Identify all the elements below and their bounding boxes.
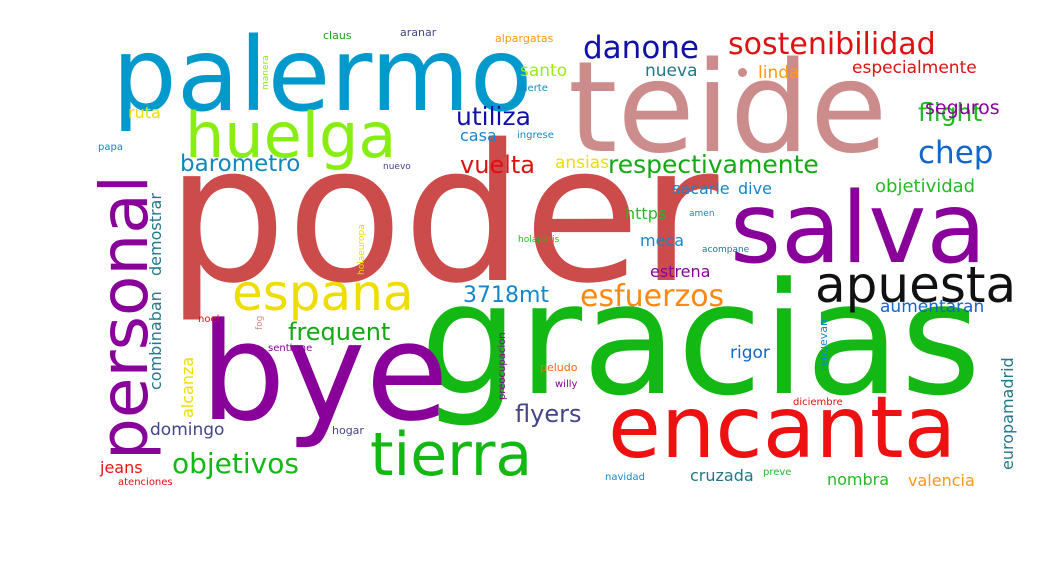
word: holaparis: [518, 235, 560, 245]
word: frequent: [288, 318, 391, 346]
word: sostenibilidad: [728, 27, 936, 62]
word: sacarle: [672, 179, 730, 198]
word: manera: [261, 55, 271, 90]
word: encanta: [608, 378, 957, 478]
word: willy: [555, 379, 578, 390]
word: apuesta: [815, 256, 1017, 314]
word: chep: [918, 135, 994, 171]
word: hogar: [332, 424, 364, 437]
word: nombra: [827, 470, 890, 489]
word: amen: [689, 209, 715, 219]
word: claus: [323, 29, 352, 42]
word: vuelta: [460, 151, 535, 179]
word: fog: [255, 315, 265, 330]
word: salva: [730, 172, 987, 286]
word: barometro: [180, 151, 301, 177]
word: santo: [520, 61, 568, 81]
word: domingo: [150, 420, 225, 440]
word: respectivamente: [608, 150, 819, 179]
word: huelga: [185, 99, 397, 172]
word: tierra: [370, 420, 533, 490]
word: seguros: [925, 97, 1000, 119]
word: espana: [232, 264, 414, 322]
word: papa: [98, 142, 123, 153]
word: combinaban: [146, 291, 165, 390]
word: diciembre: [793, 397, 843, 408]
word: valencia: [908, 471, 975, 490]
word: jeans: [100, 458, 143, 477]
word: preocupacion: [497, 332, 508, 400]
word: nuevo: [383, 162, 411, 172]
word: noel: [198, 314, 220, 325]
word: aranar: [400, 26, 437, 39]
word: estrena: [650, 262, 711, 281]
word: suerte: [516, 83, 548, 94]
word: especialmente: [852, 58, 977, 78]
word: esfuerzos: [580, 279, 725, 314]
word: holaeuropa: [357, 224, 367, 275]
word: dive: [738, 179, 772, 198]
word: sentirme: [268, 343, 313, 354]
word: danone: [583, 30, 700, 66]
word: flyers: [515, 400, 582, 428]
word: flight: [918, 98, 983, 127]
word: preve: [763, 467, 792, 478]
word: palermo: [112, 16, 533, 135]
word: https: [625, 204, 667, 223]
word: atenciones: [118, 477, 173, 488]
dot-mark: [738, 68, 747, 77]
word: 3718mt: [463, 283, 550, 308]
word: peludo: [540, 361, 578, 374]
word: navidad: [605, 472, 645, 483]
word: rigor: [730, 343, 770, 363]
word: casa: [460, 126, 497, 145]
word: ruta: [128, 103, 161, 122]
word: cruzada: [690, 466, 754, 485]
word: aumentaran: [880, 297, 985, 317]
word: ansias: [555, 153, 610, 173]
word: nueva: [645, 61, 698, 81]
word: linda: [758, 63, 800, 83]
word: poder: [166, 104, 719, 325]
word: objetividad: [875, 176, 976, 197]
word: europamadrid: [998, 357, 1017, 470]
word: bye: [200, 294, 449, 451]
word: meca: [640, 231, 685, 250]
word: objetivos: [172, 447, 299, 480]
word: acompane: [702, 245, 750, 255]
word: alpargatas: [495, 32, 554, 45]
word: teide: [568, 34, 888, 181]
word: alcanza: [178, 356, 197, 418]
word: demostrar: [146, 193, 165, 276]
word: gracias: [420, 249, 982, 430]
word: ingrese: [517, 130, 554, 141]
word: renuevan: [817, 319, 830, 371]
word: utiliza: [456, 102, 531, 131]
